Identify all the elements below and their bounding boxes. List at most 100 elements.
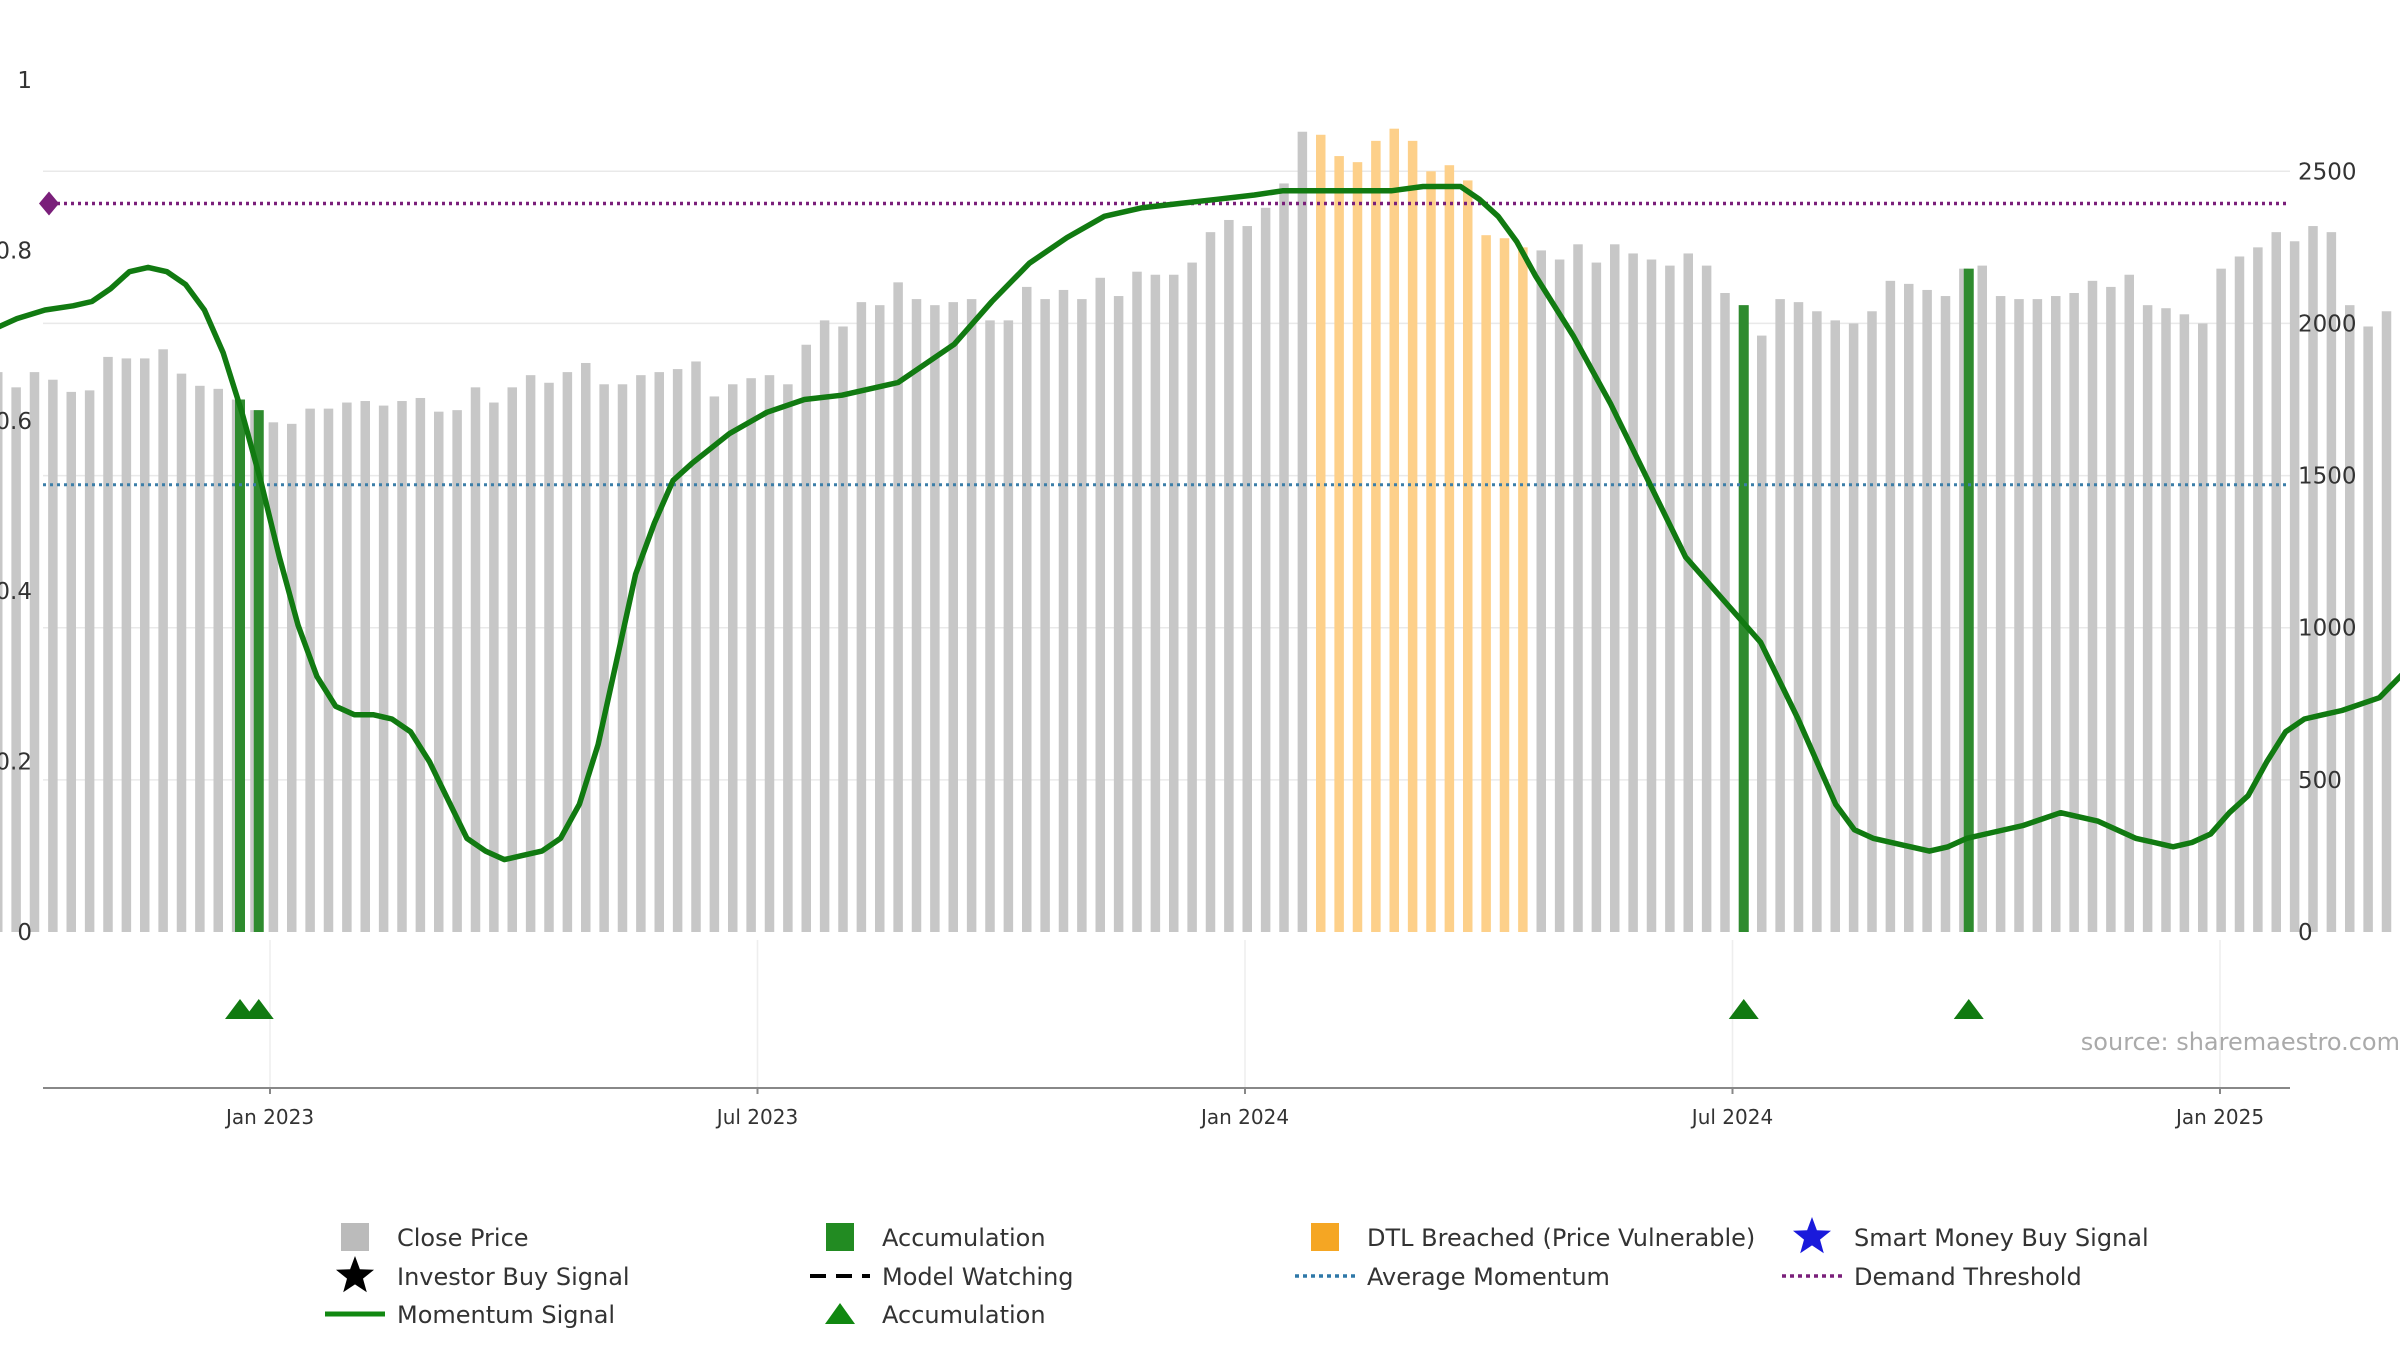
legend-symbol-0 [341, 1223, 369, 1251]
close-bar-42 [746, 378, 756, 932]
close-bar-70 [1260, 207, 1271, 933]
close-bar-39 [691, 361, 701, 932]
close-bar-35 [617, 384, 628, 932]
close-bar-107 [1940, 296, 1951, 932]
close-bar-74 [1334, 156, 1344, 933]
close-bar-55 [985, 320, 995, 932]
close-bar-84 [1518, 247, 1528, 932]
close-bar-87 [1573, 244, 1583, 933]
close-bar-59 [1058, 289, 1069, 932]
close-bar-77 [1389, 128, 1399, 932]
close-bar-48 [856, 302, 867, 933]
close-bar-121 [2198, 323, 2208, 932]
close-bar-116 [2106, 286, 2116, 932]
close-bar-29 [507, 387, 517, 932]
close-bar-114 [2069, 293, 2079, 932]
close-bar-33 [581, 362, 591, 932]
close-bar-76 [1371, 140, 1381, 932]
left-tick-label-5: 1 [17, 68, 32, 94]
close-bar-113 [2051, 296, 2061, 932]
left-tick-label-3: 0.6 [0, 409, 32, 435]
close-bar-95 [1720, 293, 1730, 932]
legend-label-3: Smart Money Buy Signal [1854, 1224, 2149, 1252]
close-bar-102 [1848, 323, 1859, 932]
close-bar-117 [2124, 274, 2134, 932]
close-bar-75 [1352, 162, 1363, 932]
close-bar-26 [452, 410, 462, 932]
close-bar-62 [1113, 296, 1124, 932]
momentum-signal-line [0, 183, 2400, 863]
close-bar-119 [2161, 308, 2171, 932]
accumulation-marker-2 [1728, 999, 1759, 1019]
close-bar-85 [1536, 250, 1546, 932]
close-bar-1 [0, 372, 3, 933]
close-bar-63 [1132, 271, 1142, 932]
close-bar-130 [2363, 326, 2373, 932]
close-bar-51 [911, 299, 922, 933]
close-bar-44 [783, 384, 793, 932]
close-bar-91 [1646, 259, 1657, 932]
close-bar-127 [2308, 226, 2318, 933]
close-bar-28 [489, 402, 499, 932]
close-bar-106 [1922, 289, 1932, 932]
close-bar-105 [1904, 283, 1914, 932]
close-bar-37 [654, 372, 664, 933]
close-bar-83 [1499, 238, 1510, 932]
close-bar-4 [48, 379, 58, 932]
momentum-layer [0, 183, 2400, 863]
close-bar-67 [1205, 232, 1216, 933]
close-bar-8 [121, 358, 132, 933]
left-tick-label-1: 0.2 [0, 750, 32, 776]
close-bar-101 [1830, 320, 1840, 932]
close-bar-68 [1224, 219, 1234, 932]
source-label: source: sharemaestro.com [2081, 1028, 2400, 1056]
close-bar-92 [1665, 265, 1675, 933]
close-bar-118 [2142, 305, 2153, 933]
close-bar-13 [213, 388, 223, 933]
close-bar-71 [1279, 183, 1289, 932]
close-bar-43 [764, 375, 775, 933]
close-bar-93 [1683, 253, 1693, 932]
close-bar-18 [305, 408, 315, 933]
close-bar-52 [930, 305, 940, 933]
close-bar-9 [140, 358, 150, 933]
axes: 0 0.2 0.4 0.6 0.8 1 0 500 1000 1500 2000 2500 Jan 20… [0, 68, 2357, 1129]
marker-layer [225, 999, 1984, 1019]
legend-label-4: Investor Buy Signal [397, 1263, 630, 1291]
close-bar-60 [1077, 299, 1087, 933]
close-bar-10 [158, 349, 168, 932]
accumulation-bar-2 [1738, 305, 1749, 933]
close-bar-5 [66, 391, 76, 933]
close-bar-129 [2345, 305, 2355, 933]
close-bar-30 [525, 375, 536, 933]
close-bar-49 [875, 305, 885, 933]
legend-label-5: Model Watching [882, 1263, 1074, 1291]
close-bar-3 [29, 372, 40, 933]
x-tick-label-2: Jan 2024 [1199, 1105, 1289, 1129]
close-bar-32 [562, 372, 573, 933]
close-bar-22 [378, 405, 389, 933]
close-bar-54 [966, 299, 977, 933]
close-bar-123 [2234, 256, 2245, 932]
close-bar-27 [470, 387, 481, 932]
accumulation-bar-3 [1963, 268, 1974, 933]
close-bar-72 [1297, 131, 1308, 932]
legend-label-0: Close Price [397, 1224, 529, 1252]
left-tick-label-0: 0 [17, 920, 32, 946]
close-bar-61 [1095, 277, 1105, 932]
legend-label-1: Accumulation [882, 1224, 1046, 1252]
close-bar-88 [1591, 262, 1602, 933]
close-bar-34 [599, 384, 609, 932]
close-bar-79 [1426, 171, 1436, 933]
close-bar-50 [893, 282, 903, 933]
x-tick-label-0: Jan 2023 [224, 1105, 314, 1129]
close-bar-125 [2271, 232, 2281, 933]
close-bar-111 [2014, 299, 2024, 933]
close-bar-19 [323, 408, 334, 933]
close-bar-98 [1775, 299, 1785, 933]
right-tick-label-2: 1000 [2298, 616, 2357, 642]
close-bar-20 [342, 402, 352, 932]
demand-threshold-marker [39, 191, 59, 216]
legend-symbol-1 [826, 1223, 854, 1251]
close-bar-53 [948, 302, 958, 933]
